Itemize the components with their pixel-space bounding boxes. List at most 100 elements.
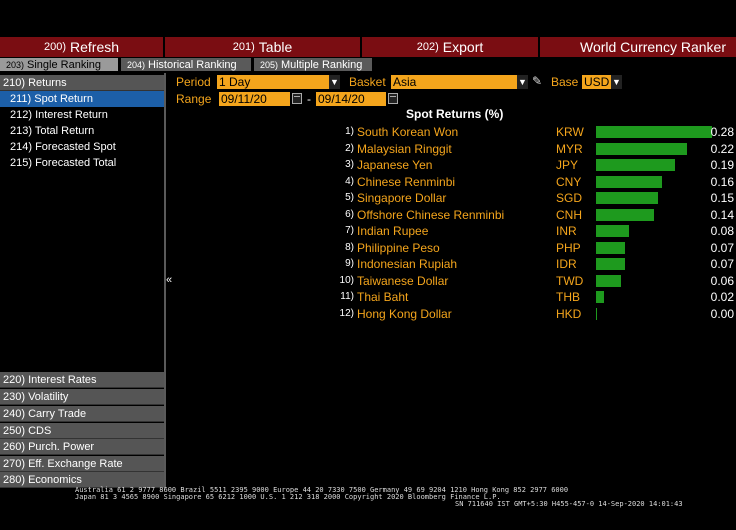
rank-label: 2) — [345, 142, 354, 154]
currency-code: THB — [556, 290, 580, 304]
currency-name[interactable]: Thai Baht — [357, 290, 409, 304]
tab-historical-ranking[interactable]: 204) Historical Ranking — [121, 58, 251, 71]
menu-bar: 200) Refresh 201) Table 202) Export Worl… — [0, 37, 736, 57]
currency-name[interactable]: Indonesian Rupiah — [357, 257, 458, 271]
return-bar — [596, 142, 688, 155]
currency-name[interactable]: Philippine Peso — [357, 240, 440, 255]
tab-number: 203) — [6, 59, 25, 70]
export-button[interactable]: 202) Export — [362, 37, 540, 57]
table-row[interactable]: 4) Chinese Renminbi CNY 0.16 — [330, 174, 736, 190]
basket-label: Basket — [349, 75, 386, 89]
calendar-icon[interactable] — [292, 93, 302, 104]
table-row[interactable]: 6) Offshore Chinese Renminbi CNH 0.14 — [330, 207, 736, 223]
refresh-number: 200) — [43, 41, 66, 53]
footer-line-1: Australia 61 2 9777 8600 Brazil 5511 239… — [75, 486, 569, 494]
basket-dropdown[interactable]: Asia ▼ — [391, 75, 528, 89]
tab-multiple-ranking[interactable]: 205) Multiple Ranking — [254, 58, 372, 71]
calendar-icon[interactable] — [388, 93, 398, 104]
return-bar — [596, 225, 630, 237]
rank-label: 9) — [345, 258, 354, 269]
base-dropdown[interactable]: USD ▼ — [582, 75, 622, 89]
return-bar — [596, 159, 675, 171]
tab-single-ranking[interactable]: 203) Single Ranking — [0, 58, 118, 71]
rank-label: 12) — [339, 307, 354, 319]
currency-name[interactable]: Japanese Yen — [357, 158, 433, 172]
range-start-field[interactable]: 09/11/20 — [219, 92, 290, 106]
chevron-down-icon: ▼ — [611, 75, 622, 89]
return-bar — [596, 192, 659, 204]
currency-name[interactable]: Indian Rupee — [357, 224, 429, 238]
table-row[interactable]: 9) Indonesian Rupiah IDR 0.07 — [330, 256, 736, 272]
sidebar-group-volatility[interactable]: 230) Volatility — [0, 389, 164, 405]
currency-name[interactable]: Malaysian Ringgit — [357, 141, 452, 156]
refresh-button[interactable]: 200) Refresh — [0, 37, 165, 57]
return-value: 0.06 — [710, 273, 734, 288]
table-row[interactable]: 2) Malaysian Ringgit MYR 0.22 — [330, 141, 736, 157]
currency-name[interactable]: Hong Kong Dollar — [357, 306, 452, 321]
rank-label: 11) — [340, 291, 354, 302]
sidebar-item-interest-return[interactable]: 212) Interest Return — [10, 109, 108, 121]
currency-name[interactable]: Taiwanese Dollar — [357, 273, 449, 288]
currency-name[interactable]: Singapore Dollar — [357, 191, 447, 205]
sidebar-item-spot-return[interactable]: 211) Spot Return — [0, 91, 164, 107]
return-bar — [596, 258, 625, 270]
footer: Australia 61 2 9777 8600 Brazil 5511 239… — [75, 487, 736, 508]
sidebar-group-carry-trade[interactable]: 240) Carry Trade — [0, 406, 164, 422]
tab-label: Multiple Ranking — [281, 58, 363, 71]
currency-code: HKD — [556, 306, 582, 321]
sidebar-group-cds[interactable]: 250) CDS — [0, 423, 164, 439]
table-row[interactable]: 1) South Korean Won KRW 0.28 — [330, 124, 736, 140]
rank-label: 10) — [339, 274, 354, 286]
period-dropdown[interactable]: 1 Day ▼ — [217, 75, 340, 89]
sidebar-item-forecasted-total[interactable]: 215) Forecasted Total — [10, 157, 117, 169]
table-row[interactable]: 10) Taiwanese Dollar TWD 0.06 — [330, 273, 736, 289]
currency-name[interactable]: Offshore Chinese Renminbi — [357, 207, 505, 222]
table-row[interactable]: 12) Hong Kong Dollar HKD 0.00 — [330, 306, 736, 322]
footer-line-2: Japan 81 3 4565 8900 Singapore 65 6212 1… — [75, 493, 501, 501]
currency-code: TWD — [556, 273, 584, 288]
sidebar-group-purch-power[interactable]: 260) Purch. Power — [0, 439, 164, 455]
chart-title: Spot Returns (%) — [406, 107, 504, 121]
range-label: Range — [176, 92, 212, 106]
return-value: 0.00 — [710, 306, 734, 321]
currency-name[interactable]: Chinese Renminbi — [357, 174, 456, 189]
sidebar-group-returns[interactable]: 210) Returns — [0, 75, 164, 91]
rank-label: 8) — [345, 241, 354, 253]
currency-code: CNH — [556, 207, 582, 222]
return-bar — [596, 274, 621, 287]
tab-number: 205) — [260, 59, 279, 70]
rank-label: 1) — [345, 126, 354, 137]
rank-label: 7) — [345, 225, 354, 236]
tab-bar: 203) Single Ranking 204) Historical Rank… — [0, 58, 736, 72]
table-row[interactable]: 5) Singapore Dollar SGD 0.15 — [330, 190, 736, 206]
table-row[interactable]: 3) Japanese Yen JPY 0.19 — [330, 157, 736, 173]
currency-code: CNY — [556, 174, 582, 189]
currency-name[interactable]: South Korean Won — [357, 125, 459, 139]
table-row[interactable]: 7) Indian Rupee INR 0.08 — [330, 223, 736, 239]
return-bar — [596, 291, 605, 303]
sidebar-group-eff-exchange-rate[interactable]: 270) Eff. Exchange Rate — [0, 456, 164, 472]
table-row[interactable]: 8) Philippine Peso PHP 0.07 — [330, 240, 736, 256]
table-button[interactable]: 201) Table — [165, 37, 362, 57]
rank-label: 6) — [345, 208, 354, 220]
pencil-icon[interactable]: ✎ — [532, 74, 543, 88]
return-bar — [596, 208, 654, 221]
sidebar-group-economics[interactable]: 280) Economics — [0, 472, 164, 488]
return-value: 0.07 — [710, 240, 734, 255]
return-value: 0.19 — [710, 158, 734, 172]
rank-label: 3) — [345, 159, 354, 170]
collapse-sidebar-icon[interactable]: « — [166, 274, 173, 286]
range-end-field[interactable]: 09/14/20 — [316, 92, 386, 106]
rank-label: 5) — [345, 192, 354, 203]
table-row[interactable]: 11) Thai Baht THB 0.02 — [330, 289, 736, 305]
period-label: Period — [176, 75, 211, 89]
currency-code: KRW — [556, 125, 584, 139]
sidebar-item-forecasted-spot[interactable]: 214) Forecasted Spot — [10, 141, 116, 153]
footer-line-3: SN 711640 IST GMT+5:30 H455-457-0 14-Sep… — [455, 500, 683, 508]
sidebar-item-total-return[interactable]: 213) Total Return — [10, 125, 95, 137]
refresh-label: Refresh — [70, 39, 120, 55]
sidebar-group-interest-rates[interactable]: 220) Interest Rates — [0, 372, 164, 388]
period-value: 1 Day — [219, 75, 251, 89]
return-value: 0.07 — [710, 257, 734, 271]
export-label: Export — [442, 39, 484, 55]
